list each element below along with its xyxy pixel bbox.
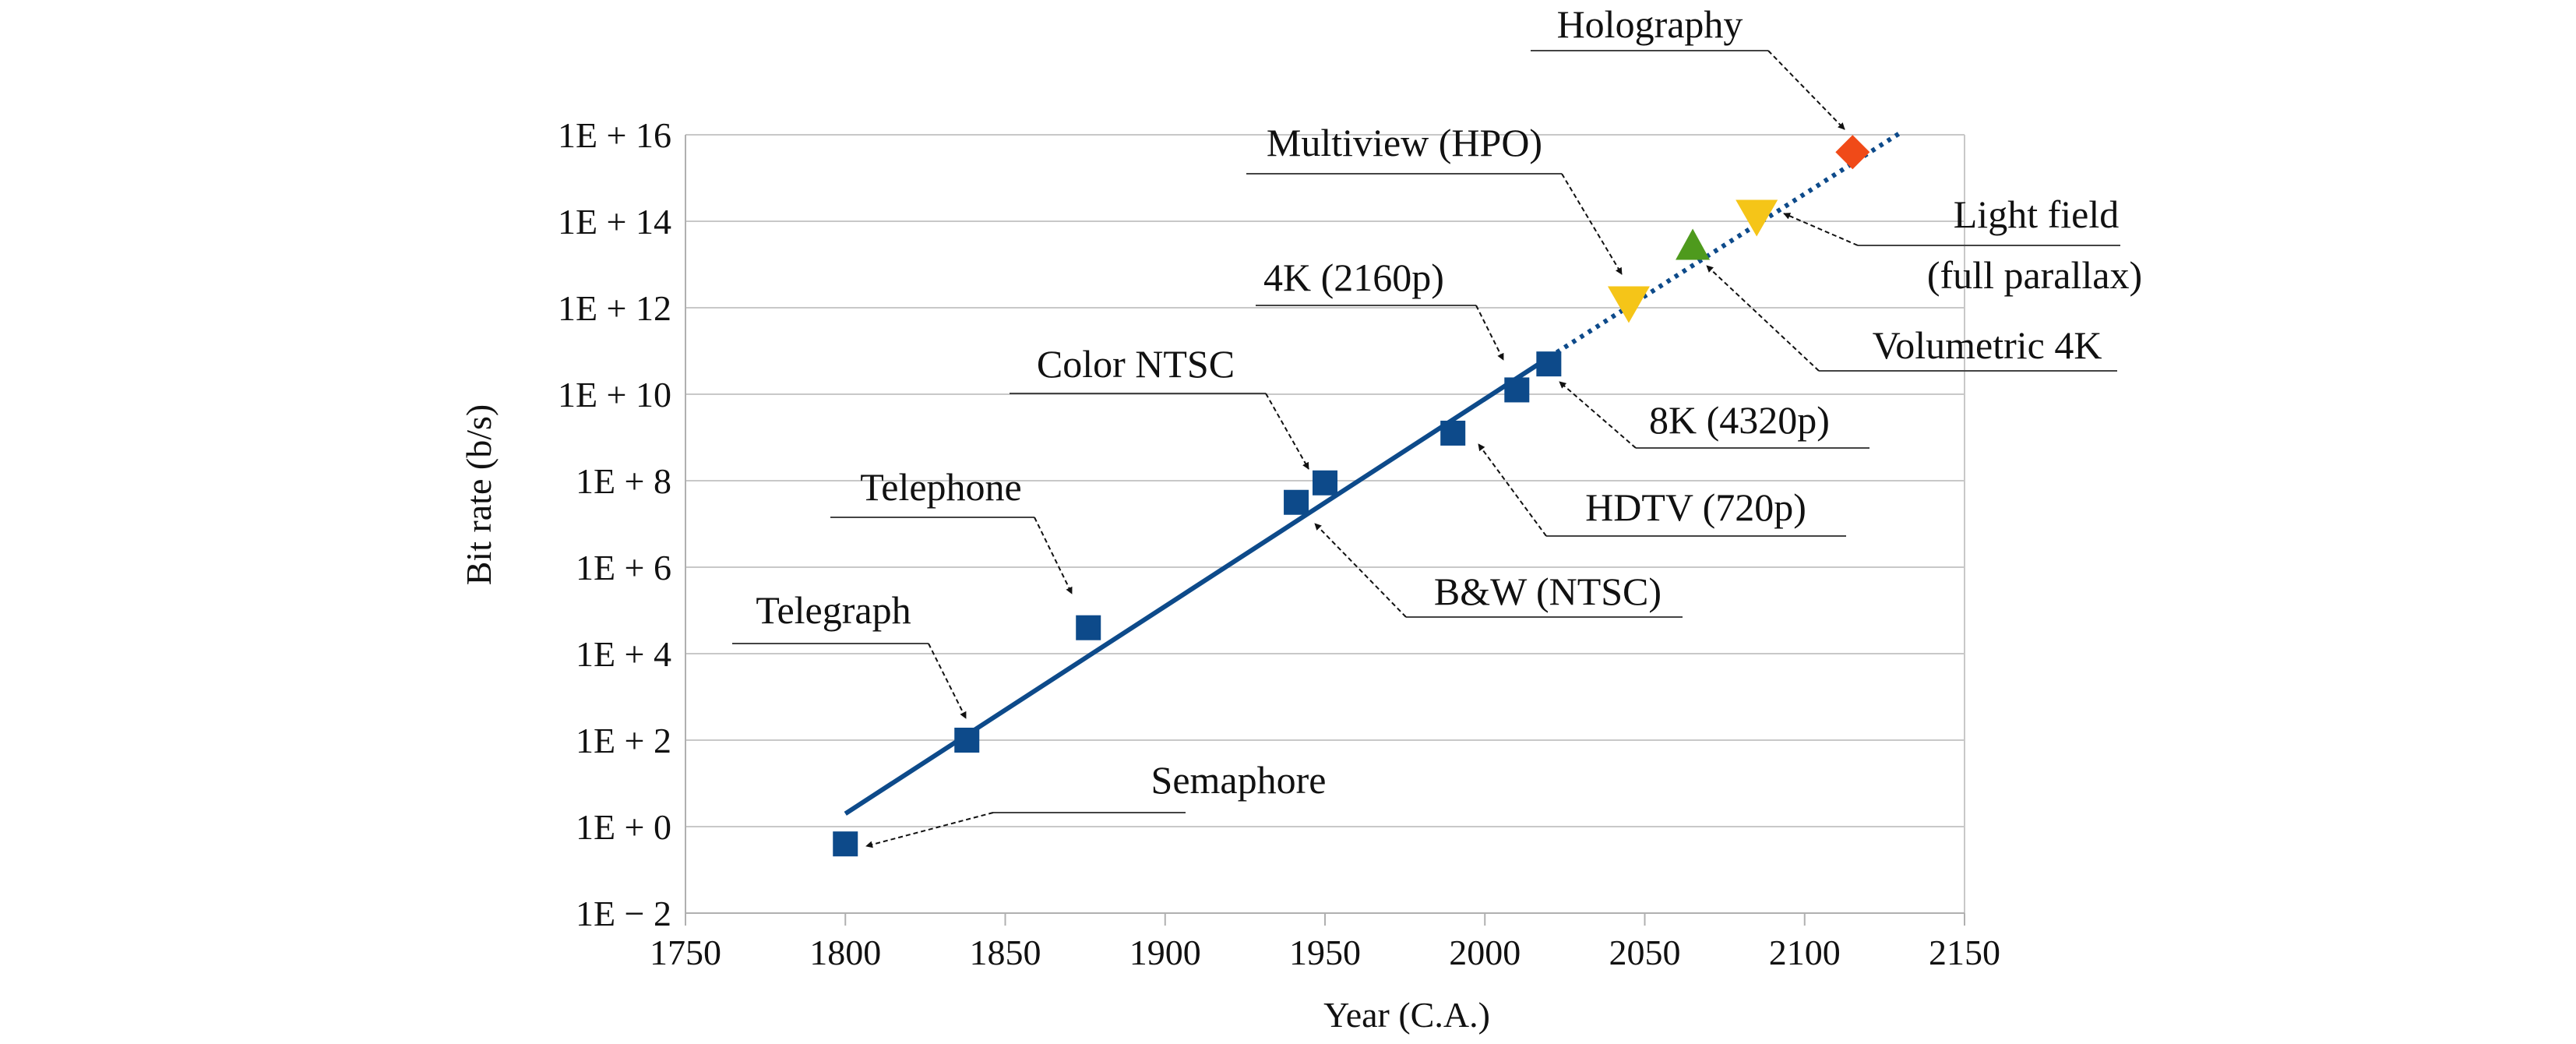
annotation-arrow xyxy=(1478,443,1547,537)
annotation-telegraph: Telegraph xyxy=(732,588,967,719)
x-tick-label: 2100 xyxy=(1769,933,1841,972)
annotation-label: Multiview (HPO) xyxy=(1267,121,1542,164)
annotation-arrow xyxy=(1265,393,1309,470)
annotation-arrow xyxy=(1767,50,1845,130)
x-tick-label: 1900 xyxy=(1129,933,1201,972)
annotation-label: Telephone xyxy=(860,465,1022,509)
data-point-square xyxy=(1504,377,1530,403)
annotation-arrow xyxy=(865,812,994,848)
annotation-arrow xyxy=(1706,265,1820,372)
y-tick-label: 1E + 10 xyxy=(558,375,671,414)
annotation-label: (full parallax) xyxy=(1927,253,2142,297)
tick-labels: 1E − 2 1E + 0 1E + 2 1E + 4 1E + 6 1E + 8 1E +… xyxy=(558,115,2000,972)
y-tick-label: 1E + 16 xyxy=(558,115,671,155)
x-tick-label: 2000 xyxy=(1449,933,1521,972)
annotation-light-field: Light field (full parallax) xyxy=(1783,192,2142,297)
y-tick-label: 1E + 6 xyxy=(576,548,671,587)
data-point-triangle-down xyxy=(1736,199,1778,237)
x-tick-label: 1800 xyxy=(809,933,881,972)
y-tick-label: 1E + 4 xyxy=(576,634,671,674)
axes xyxy=(685,135,1965,926)
data-point-square xyxy=(1536,351,1562,377)
y-tick-label: 1E + 14 xyxy=(558,202,671,242)
annotation-b-w-ntsc: B&W (NTSC) xyxy=(1314,523,1683,618)
annotation-arrow xyxy=(1559,381,1637,449)
annotation-label: B&W (NTSC) xyxy=(1434,570,1662,613)
y-tick-label: 1E + 2 xyxy=(576,721,671,760)
annotation-holography: Holography xyxy=(1531,2,1845,130)
annotations: Semaphore Telegraph Telephone B&W (NTSC) Col… xyxy=(732,2,2142,848)
annotation-arrow xyxy=(1034,517,1073,594)
y-tick-label: 1E + 12 xyxy=(558,288,671,328)
x-axis-title: Year (C.A.) xyxy=(1323,995,1490,1035)
annotation-label: Volumetric 4K xyxy=(1873,323,2102,367)
x-tick-label: 2050 xyxy=(1609,933,1681,972)
annotation-label: HDTV (720p) xyxy=(1585,485,1806,529)
data-point-triangle-up xyxy=(1676,228,1711,260)
data-point-square xyxy=(1284,489,1309,515)
annotation-label: Light field xyxy=(1954,192,2119,236)
annotation-arrow xyxy=(1561,173,1623,275)
y-tick-label: 1E + 0 xyxy=(576,807,671,847)
annotation-label: Color NTSC xyxy=(1037,342,1235,386)
data-point-square xyxy=(833,831,858,857)
annotation-arrow xyxy=(928,643,967,719)
annotation-8k-4320p: 8K (4320p) xyxy=(1559,381,1869,449)
annotation-multiview-hpo: Multiview (HPO) xyxy=(1246,121,1623,275)
annotation-label: 8K (4320p) xyxy=(1649,398,1830,442)
x-tick-label: 1950 xyxy=(1289,933,1361,972)
annotation-telephone: Telephone xyxy=(830,465,1073,594)
annotation-4k-2160p: 4K (2160p) xyxy=(1256,256,1504,361)
annotation-label: Semaphore xyxy=(1151,758,1327,802)
data-points xyxy=(833,135,1870,857)
y-tick-label: 1E − 2 xyxy=(576,894,671,933)
x-tick-label: 1750 xyxy=(650,933,721,972)
annotation-volumetric-4k: Volumetric 4K xyxy=(1706,265,2117,372)
y-axis-title: Bit rate (b/s) xyxy=(459,404,499,586)
x-tick-label: 1850 xyxy=(970,933,1041,972)
annotation-hdtv-720p: HDTV (720p) xyxy=(1478,443,1846,537)
annotation-arrow xyxy=(1475,305,1504,361)
data-point-triangle-down xyxy=(1607,286,1650,323)
y-tick-label: 1E + 8 xyxy=(576,461,671,501)
x-tick-label: 2150 xyxy=(1929,933,2000,972)
data-point-square xyxy=(954,728,980,753)
annotation-arrow xyxy=(1783,213,1859,246)
annotation-color-ntsc: Color NTSC xyxy=(1010,342,1309,470)
annotation-label: Telegraph xyxy=(756,588,911,632)
annotation-label: Holography xyxy=(1557,2,1743,46)
annotation-semaphore: Semaphore xyxy=(865,758,1327,848)
data-point-square xyxy=(1076,615,1101,640)
data-point-diamond xyxy=(1835,135,1870,170)
data-point-square xyxy=(1440,420,1466,446)
annotation-label: 4K (2160p) xyxy=(1263,256,1444,299)
trend-line-dotted xyxy=(1547,130,1902,360)
annotation-arrow xyxy=(1314,523,1407,618)
data-point-square xyxy=(1313,470,1337,496)
